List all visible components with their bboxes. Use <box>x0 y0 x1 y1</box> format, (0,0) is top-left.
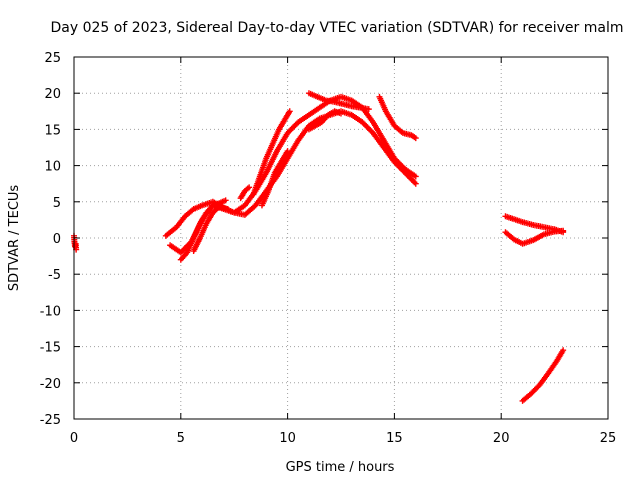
data-point <box>246 184 253 191</box>
grid <box>74 57 608 419</box>
data-point <box>338 110 344 117</box>
y-tick-label: -5 <box>48 268 61 283</box>
y-tick-label: 5 <box>53 196 61 211</box>
y-tick-label: -10 <box>40 304 61 319</box>
data-point <box>412 173 419 180</box>
data-point <box>412 135 419 142</box>
y-tick-label: -25 <box>40 413 61 428</box>
series-arc-6 <box>250 108 293 198</box>
y-tick-label: 10 <box>44 160 61 175</box>
y-tick-label: 25 <box>44 51 61 66</box>
chart-title: Day 025 of 2023, Sidereal Day-to-day VTE… <box>51 20 624 36</box>
data-point <box>222 197 229 204</box>
series-arc-5 <box>190 203 231 255</box>
x-tick-label: 10 <box>279 431 296 446</box>
x-tick-label: 0 <box>70 431 78 446</box>
data-point <box>365 106 372 113</box>
x-axis-label: GPS time / hours <box>286 460 395 475</box>
series-arc-8 <box>237 184 253 202</box>
y-tick-label: 0 <box>53 232 61 247</box>
x-tick-label: 25 <box>600 431 617 446</box>
data-point <box>560 229 567 236</box>
y-tick-label: -20 <box>40 377 61 392</box>
series-arc-10 <box>376 93 419 142</box>
y-tick-label: 20 <box>44 87 61 102</box>
x-tick-label: 5 <box>177 431 185 446</box>
y-tick-label: 15 <box>44 123 61 138</box>
data-point <box>412 180 419 187</box>
data-points <box>71 90 567 404</box>
x-tick-label: 20 <box>493 431 510 446</box>
x-tick-label: 15 <box>386 431 403 446</box>
series-arc-14 <box>519 347 567 404</box>
y-tick-label: -15 <box>40 341 61 356</box>
y-axis-label: SDTVAR / TECUs <box>7 185 22 292</box>
axis-ticks: 0 5 10 15 20 25 -25 -20 -15 -10 -5 0 5 10 15 20 25 <box>40 51 617 446</box>
data-point <box>284 148 291 155</box>
series-arc-7 <box>258 148 291 209</box>
data-point <box>286 108 293 115</box>
data-point <box>224 206 231 213</box>
series-arc-11 <box>305 108 344 133</box>
series-arc-9 <box>305 90 372 113</box>
data-point <box>560 347 567 354</box>
series-arc-13 <box>502 213 567 236</box>
